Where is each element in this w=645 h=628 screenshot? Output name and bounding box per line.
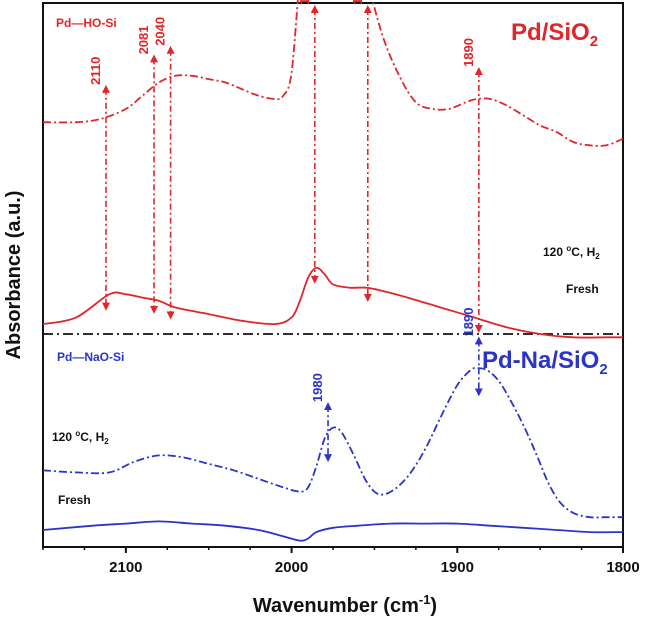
x-axis-title-main: Wavenumber (cm [253,595,419,617]
panel-title-pd-na-sio2-sub: 2 [599,361,607,378]
peak-label-1890: 1890 [461,308,476,337]
panel-title-pd-sio2: Pd/SiO2 [511,19,598,50]
curve-label-red-h2-prefix: 120 [543,245,566,259]
x-axis-title-sup: -1 [419,592,431,607]
curve-label-blue-h2-deg: o [75,429,80,438]
curve-label-blue-h2-mid: C, H [80,430,104,444]
x-tick-label-2000: 2000 [275,559,308,576]
peak-label-2081: 2081 [136,25,151,54]
curve-label-red-h2-deg: o [566,244,571,253]
peak-label-1980: 1980 [310,373,325,402]
panel-title-pd-sio2-sub: 2 [590,33,598,50]
curve-label-red-h2-sub: 2 [595,252,600,261]
peak-label-2110: 2110 [88,57,103,85]
x-tick-label-1800: 1800 [606,559,639,576]
curve-label-blue-h2-prefix: 120 [52,430,75,444]
species-label-pd-nao-si: Pd—NaO-Si [57,350,124,364]
peak-label-1890: 1890 [461,38,476,67]
curve-pd-na-sio2-h2 [42,367,623,519]
curve-label-red-h2: 120 oC, H2 [543,244,600,261]
curve-label-red-fresh: Fresh [566,282,599,296]
curve-pd-sio2-fresh [42,266,623,339]
x-axis-ticks: 2100 2000 1900 1800 [42,547,640,576]
curve-label-red-h2-mid: C, H [571,245,595,259]
panel-title-pd-sio2-main: Pd/SiO [511,19,590,46]
peak-label-1963: 1963 [350,0,365,5]
y-axis-title: Absorbance (a.u.) [3,191,25,360]
spectra-curves [42,0,624,542]
panel-title-pd-na-sio2-main: Pd-Na/SiO [482,347,599,374]
curve-pd-sio2-h2 [42,0,624,147]
x-axis-title: Wavenumber (cm-1) [253,592,437,617]
peak-label-1988: 1988 [297,0,312,5]
curve-pd-na-sio2-fresh [42,520,624,542]
curve-label-blue-fresh: Fresh [58,493,91,507]
x-axis-title-close: ) [430,595,437,617]
peak-label-2040: 2040 [153,17,168,46]
curve-label-blue-h2: 120 oC, H2 [52,429,109,446]
species-label-pd-ho-si: Pd—HO-Si [56,16,117,30]
x-tick-label-1900: 1900 [441,559,474,576]
curve-label-blue-h2-sub: 2 [104,437,109,446]
panel-title-pd-na-sio2: Pd-Na/SiO2 [482,347,608,378]
x-tick-label-2100: 2100 [109,559,142,576]
plot-frame [42,2,624,548]
